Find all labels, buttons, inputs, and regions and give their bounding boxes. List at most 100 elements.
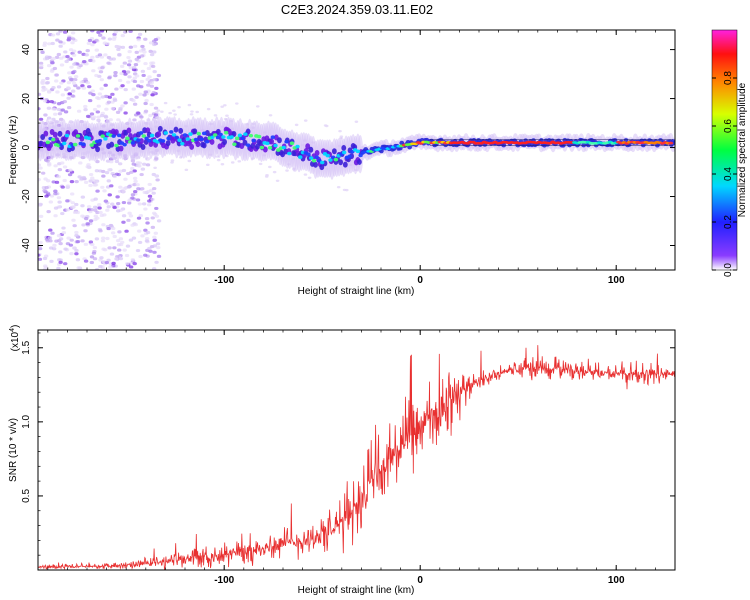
spectrogram-noise-dot: [123, 88, 128, 92]
spectrogram-noise-dot: [55, 38, 60, 42]
spectrogram-noise-dot: [115, 44, 120, 49]
spectrogram-noise-dot: [115, 110, 121, 114]
spectrogram-noise-dot: [38, 107, 41, 111]
spectrogram-ridge-core: [243, 132, 248, 136]
spectrogram-noise-dot: [90, 89, 95, 93]
spectrogram-ridge-core: [281, 145, 286, 150]
spectrogram-noise-dot: [109, 160, 114, 164]
spectrogram-noise-dot: [213, 114, 218, 117]
spectrogram-noise-dot: [303, 173, 308, 176]
spectrogram-noise-dot: [147, 246, 152, 251]
spectrogram-noise-dot: [153, 113, 159, 117]
spectrogram-noise-dot: [134, 95, 139, 99]
spectrogram-noise-dot: [146, 66, 152, 71]
spectrogram-ridge-core: [232, 142, 237, 147]
spectrogram-noise-dot: [74, 202, 79, 207]
spectrogram-noise-dot: [127, 198, 132, 203]
spectrogram-xtick-label: -100: [214, 275, 234, 286]
spectrogram-noise-dot: [132, 176, 138, 180]
spectrogram-noise-dot: [104, 107, 109, 111]
spectrogram-ridge-core: [114, 143, 119, 148]
spectrogram-ridge-core: [100, 134, 105, 138]
spectrogram-noise-dot: [136, 163, 141, 168]
spectrogram-ridge-mid: [313, 161, 318, 168]
spectrogram-ridge-mid: [342, 161, 348, 168]
spectrogram-noise-dot: [152, 50, 157, 54]
spectrogram-ridge-core: [45, 140, 50, 145]
spectrogram-ridge-mid: [195, 141, 201, 148]
spectrogram-noise-dot: [107, 37, 113, 41]
spectrogram-ridge-core: [182, 133, 188, 137]
spectrogram-noise-dot: [139, 85, 144, 89]
colorbar-gradient: [711, 29, 738, 271]
spectrogram-ridge-core: [174, 135, 179, 140]
spectrogram-ridge-mid: [140, 144, 146, 151]
snr-xtick-label: 0: [417, 575, 423, 586]
spectrogram-ridge-core: [309, 156, 314, 160]
spectrogram-noise-dot: [138, 92, 143, 96]
spectrogram-ridge-mid: [157, 125, 163, 132]
spectrogram-noise-dot: [123, 101, 128, 105]
spectrogram-noise-dot: [127, 59, 133, 63]
spectrogram-noise-dot: [76, 266, 81, 270]
spectrogram-noise-dot: [107, 76, 112, 80]
spectrogram-noise-dot: [155, 178, 160, 182]
spectrogram-noise-dot: [89, 112, 95, 116]
spectrogram-noise-dot: [100, 95, 105, 99]
spectrogram-noise-dot: [137, 202, 143, 206]
spectrogram-noise-dot: [118, 257, 124, 261]
spectrogram-noise-dot: [342, 188, 347, 192]
spectrogram-noise-dot: [58, 117, 64, 121]
spectrogram-noise-dot: [95, 210, 100, 215]
spectrogram-noise-dot: [63, 110, 69, 114]
spectrogram-noise-dot: [130, 196, 135, 200]
spectrogram-noise-dot: [47, 236, 53, 240]
spectrogram-noise-dot: [86, 41, 92, 46]
spectrogram-noise-dot: [94, 237, 100, 241]
spectrogram-noise-dot: [121, 200, 127, 205]
spectrogram-ridge-mid: [672, 140, 675, 146]
spectrogram-noise-dot: [142, 93, 147, 97]
snr-frame: [37, 329, 676, 571]
spectrogram-noise-dot: [97, 202, 102, 207]
spectrogram-ytick-label: 0: [21, 144, 32, 150]
spectrogram-ridge-mid: [231, 131, 237, 138]
spectrogram-noise-dot: [128, 265, 134, 269]
spectrogram-noise-dot: [92, 257, 98, 261]
spectrogram-noise-dot: [88, 179, 93, 183]
spectrogram-ridge-core: [193, 137, 199, 142]
spectrogram-noise-dot: [58, 40, 63, 44]
spectrogram-noise-dot: [294, 123, 299, 127]
spectrogram-noise-dot: [145, 77, 150, 82]
spectrogram-noise-dot: [103, 199, 109, 203]
spectrogram-noise-dot: [66, 57, 71, 62]
spectrogram-noise-dot: [148, 113, 153, 118]
snr-ytick-label: 0.5: [21, 489, 32, 503]
spectrogram-noise-dot: [354, 120, 359, 123]
spectrogram-ridge-mid: [156, 131, 162, 138]
spectrogram-noise-dot: [76, 86, 81, 90]
spectrogram-noise-dot: [70, 31, 76, 35]
spectrogram-noise-dot: [115, 195, 120, 199]
spectrogram-noise-dot: [65, 199, 70, 203]
spectrogram-noise-dot: [156, 109, 161, 112]
spectrogram-noise-dot: [45, 76, 50, 81]
spectrogram-noise-dot: [136, 38, 141, 42]
spectrogram-noise-dot: [38, 214, 44, 218]
snr-multiplier-label: (x104): [9, 325, 21, 352]
spectrogram-noise-dot: [110, 106, 116, 111]
spectrogram-noise-dot: [98, 264, 103, 269]
spectrogram-noise-dot: [56, 196, 62, 200]
spectrogram-noise-dot: [77, 50, 82, 54]
spectrogram-noise-dot: [184, 168, 189, 172]
spectrogram-noise-dot: [272, 170, 277, 174]
spectrogram-noise-dot: [65, 86, 71, 90]
spectrogram-noise-dot: [148, 41, 154, 45]
spectrogram-noise-dot: [151, 191, 156, 195]
spectrogram-noise-dot: [146, 189, 151, 194]
spectrogram-noise-dot: [122, 248, 127, 252]
spectrogram-noise-dot: [152, 70, 157, 74]
spectrogram-noise-dot: [137, 240, 143, 245]
spectrogram-noise-dot: [129, 170, 134, 174]
spectrogram-ridge-core: [147, 138, 152, 143]
